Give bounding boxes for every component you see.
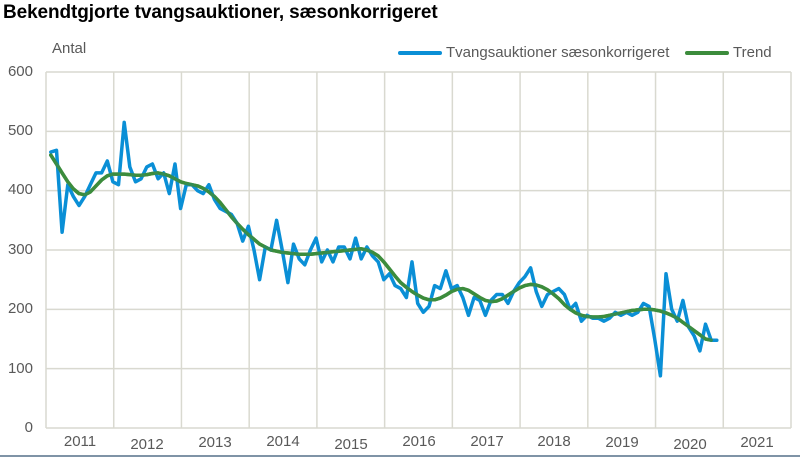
legend-swatch-blue-line-icon [398,50,442,55]
y-tick-label: 200 [7,300,33,317]
x-tick-label: 2019 [605,434,639,451]
x-tick-label: 2011 [63,433,97,450]
trend-series-line [49,153,713,342]
x-tick-label: 2016 [402,433,436,450]
y-tick-label: 100 [7,360,33,377]
legend: Tvangsauktioner sæsonkorrigeret Trend [0,44,800,64]
legend-item-trend: Trend [685,44,772,61]
legend-label: Trend [733,44,772,61]
legend-item-seasonally-adjusted: Tvangsauktioner sæsonkorrigeret [398,44,669,61]
legend-swatch-green-line-icon [685,50,729,55]
y-tick-label: 600 [7,63,33,80]
x-tick-label: 2020 [673,436,707,453]
gridlines [45,71,792,429]
y-tick-label: 0 [24,419,33,436]
bottom-rule [0,455,800,457]
x-tick-label: 2012 [130,436,164,453]
trend-series-line-overlay [49,153,713,342]
y-tick-label: 400 [7,181,33,198]
x-tick-label: 2013 [198,434,232,451]
x-tick-label: 2017 [470,433,504,450]
chart-title: Bekendtgjorte tvangsauktioner, sæsonkorr… [3,2,438,23]
x-tick-label: 2014 [266,433,300,450]
y-tick-label: 300 [7,241,33,258]
x-tick-label: 2018 [537,433,571,450]
y-tick-label: 500 [7,122,33,139]
x-tick-label: 2015 [334,436,368,453]
x-tick-label: 2021 [740,434,774,451]
y-axis-label: Antal [52,40,87,57]
legend-label: Tvangsauktioner sæsonkorrigeret [446,44,670,61]
seasonally-adjusted-series-line [49,120,719,378]
